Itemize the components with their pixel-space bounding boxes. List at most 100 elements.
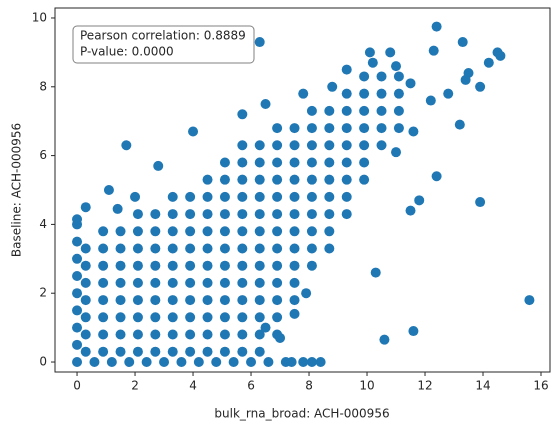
point [219,174,230,185]
point [72,322,83,333]
point [211,357,222,368]
point [98,295,109,306]
point [150,295,161,306]
point [254,312,265,323]
point [237,243,248,254]
point [80,243,91,254]
point [460,74,471,85]
x-tick-label: 16 [533,379,548,393]
point [72,253,83,264]
point [167,209,178,220]
point [115,346,126,357]
point [237,226,248,237]
point [219,277,230,288]
point [370,267,381,278]
y-axis-label: Baseline: ACH-000956 [10,123,24,257]
point [425,95,436,106]
point [289,140,300,151]
point [150,277,161,288]
point [202,209,213,220]
point [289,226,300,237]
point [185,329,196,340]
point [80,329,91,340]
point [254,209,265,220]
point [376,88,387,99]
point [289,123,300,134]
point [219,329,230,340]
point [324,140,335,151]
point [202,329,213,340]
point [159,357,170,368]
point [454,119,465,130]
point [167,277,178,288]
point [272,312,283,323]
point [385,47,396,58]
annotation-box [72,25,255,64]
point [324,226,335,237]
point [431,171,442,182]
point [237,312,248,323]
point [115,329,126,340]
point [132,312,143,323]
y-tick-label: 0 [39,355,47,369]
point [289,295,300,306]
point [495,50,506,61]
point [237,295,248,306]
point [130,191,141,202]
point [132,209,143,220]
point [98,260,109,271]
annotation: P-value: 0.0000 [80,45,174,59]
point [72,339,83,350]
point [254,277,265,288]
point [393,105,404,116]
y-tick-label: 4 [39,217,47,231]
point [185,277,196,288]
point [393,123,404,134]
point [359,140,370,151]
point [219,157,230,168]
x-tick-label: 6 [247,379,255,393]
point [275,332,286,343]
point [254,157,265,168]
y-tick-label: 8 [39,79,47,93]
point [306,357,317,368]
point [106,357,117,368]
point [254,174,265,185]
point [98,226,109,237]
point [115,295,126,306]
point [185,346,196,357]
point [341,123,352,134]
point [341,105,352,116]
point [289,209,300,220]
point [306,157,317,168]
point [115,277,126,288]
point [121,140,132,151]
point [185,209,196,220]
point [428,45,439,56]
point [150,260,161,271]
point [188,126,199,137]
point [272,277,283,288]
point [176,357,187,368]
point [457,37,468,48]
point [324,191,335,202]
point [167,329,178,340]
point [115,260,126,271]
point [202,346,213,357]
point [167,295,178,306]
point [306,226,317,237]
point [185,295,196,306]
point [185,191,196,202]
point [379,334,390,345]
point [72,214,83,225]
point [150,209,161,220]
point [80,295,91,306]
point [153,160,164,171]
point [405,78,416,89]
point [219,243,230,254]
point [272,191,283,202]
point [306,174,317,185]
point [391,61,402,72]
point [80,277,91,288]
